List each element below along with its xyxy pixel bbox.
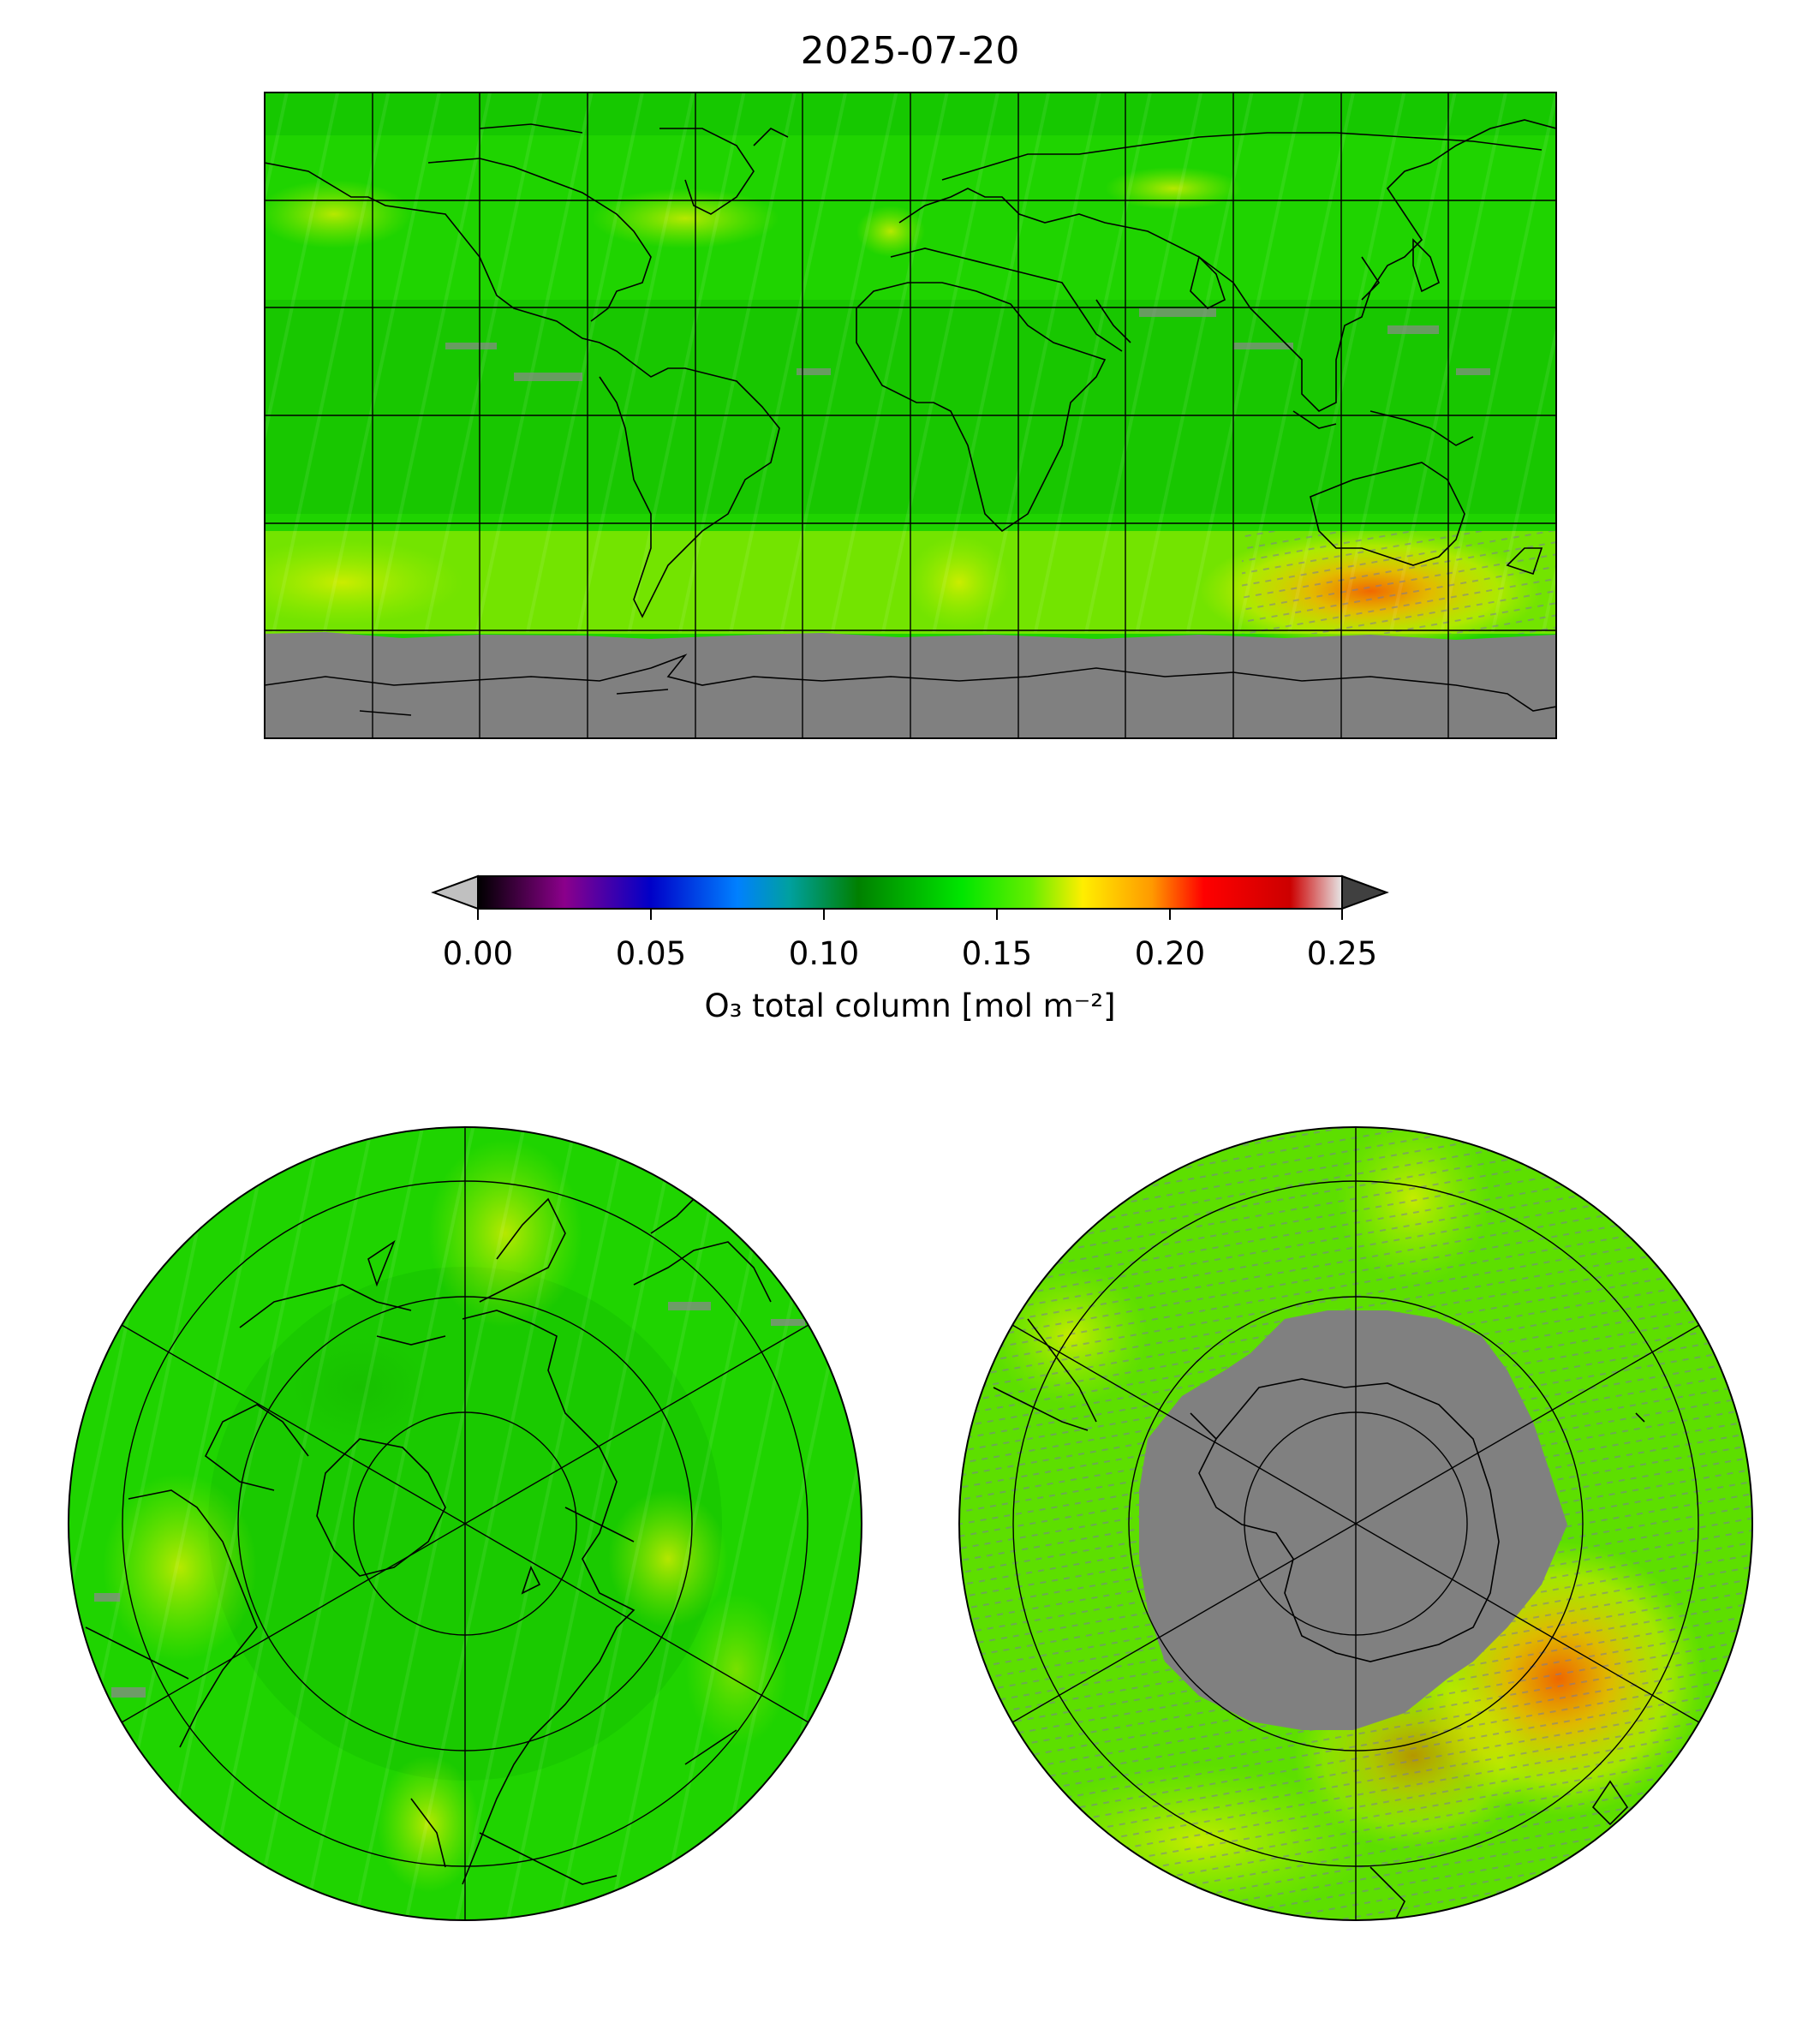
colorbar-tick-label: 0.20 [1134,935,1206,972]
colorbar-tick-label: 0.15 [961,935,1033,972]
north-map-frame [68,1126,862,1921]
colorbar-tick-label: 0.05 [615,935,687,972]
global-map-frame [264,92,1557,739]
colorbar-over-arrow [1341,874,1389,910]
south-map-frame [958,1126,1753,1921]
south-polar-map [959,1127,1752,1920]
missing-data-patches [445,308,1490,381]
south-missing-data-antarctica [1139,1310,1567,1730]
north-missing-data-patches [94,1302,805,1698]
colorbar-tick-label: 0.10 [788,935,860,972]
colorbar [431,874,1389,920]
north-graticule [121,1127,809,1920]
global-coastlines [265,119,1556,716]
colorbar-tick-label: 0.00 [442,935,514,972]
south-graticule [1011,1127,1700,1920]
south-coastlines [993,1318,1645,1919]
colorbar-tick-label: 0.25 [1306,935,1378,972]
north-coastlines [85,1181,772,1885]
colorbar-tick-marks [477,909,1343,920]
map-title: 2025-07-20 [800,29,1020,73]
colorbar-gradient [478,876,1342,909]
global-graticule [265,92,1556,738]
north-polar-map [69,1127,862,1920]
global-map [265,92,1556,738]
colorbar-label: O₃ total column [mol m⁻²] [704,988,1116,1024]
colorbar-under-arrow [431,874,479,910]
